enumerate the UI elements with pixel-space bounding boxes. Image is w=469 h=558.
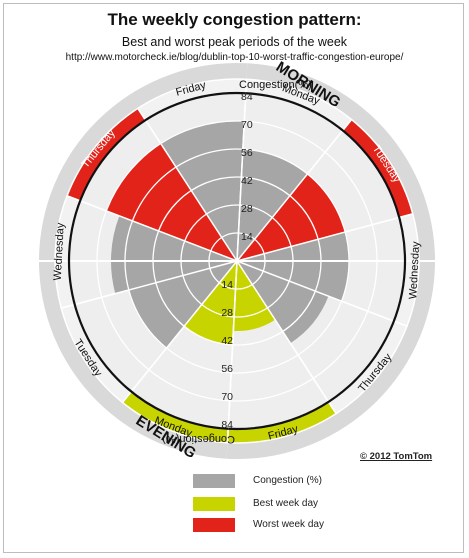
legend-swatch-congestion	[193, 474, 235, 488]
sector-separator	[137, 107, 238, 262]
legend-swatch-worst	[193, 518, 235, 532]
day-label: Wednesday	[407, 241, 422, 300]
legend-label-worst: Worst week day	[253, 519, 324, 530]
sector-separator	[61, 260, 238, 309]
sector-separator	[121, 260, 238, 403]
tick-label: 84	[221, 419, 233, 431]
legend-label-congestion: Congestion (%)	[253, 475, 322, 486]
tick-label: 14	[221, 279, 233, 291]
copyright-notice: © 2012 TomTom	[360, 451, 433, 462]
data-sector	[110, 215, 237, 294]
source-url: http://www.motorcheck.ie/blog/dublin-top…	[65, 52, 404, 63]
data-sector	[237, 261, 329, 344]
data-sector	[106, 143, 237, 261]
tick-label: 28	[241, 203, 253, 215]
sector-separator	[236, 260, 337, 415]
tick-label: 84	[241, 91, 253, 103]
sector-separator	[236, 119, 353, 262]
outer-ring-arc	[228, 92, 407, 431]
sector-separator	[236, 260, 408, 327]
data-sector	[237, 149, 308, 261]
chart-subtitle: Best and worst peak periods of the week	[121, 35, 348, 49]
sector-separator	[236, 79, 248, 262]
chart-title: The weekly congestion pattern:	[107, 10, 362, 29]
sector-separator	[66, 195, 238, 262]
data-sector	[160, 120, 245, 261]
tick-label: 42	[221, 335, 233, 347]
tick-label: 70	[241, 119, 253, 131]
tick-label: 42	[241, 175, 253, 187]
axis-title: Congestion(%)	[239, 79, 312, 91]
tick-label: 28	[221, 307, 233, 319]
outer-ring-arc	[67, 91, 246, 430]
data-sector	[184, 261, 237, 345]
sector-separator	[226, 260, 238, 443]
data-sector	[233, 261, 276, 331]
tick-label: 56	[221, 363, 233, 375]
axis-title: Congestion(%)	[162, 433, 235, 445]
day-label: Wednesday	[52, 222, 67, 281]
sector-separator	[236, 213, 413, 262]
tick-label: 56	[241, 147, 253, 159]
legend-swatch-best	[193, 497, 235, 511]
tick-label: 14	[241, 231, 253, 243]
tick-label: 70	[221, 391, 233, 403]
legend-label-best: Best week day	[253, 498, 319, 509]
